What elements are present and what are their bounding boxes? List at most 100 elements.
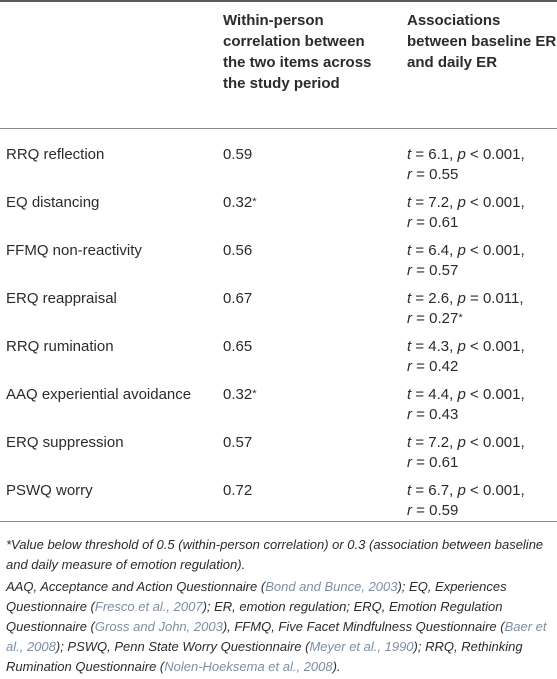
citation-link[interactable]: Fresco et al., 2007 [94,599,203,614]
citation-link[interactable]: Gross and John, 2003 [94,619,223,634]
r-value: 0.61 [429,454,459,471]
test-statistic-line: t = 4.4, p < 0.001, [407,386,525,403]
effect-size-line: r = 0.61 [407,214,459,231]
r-value: 0.59 [429,502,459,519]
correlation-value: 0.65 [223,338,253,355]
effect-size-line: r = 0.55 [407,166,459,183]
p-value: 0.001 [482,194,521,211]
header-within-person-correlation: Within-person correlation between the tw… [223,12,372,92]
p-value: 0.001 [482,146,521,163]
citation-link[interactable]: Bond and Bunce, 2003 [265,579,398,594]
below-threshold-marker: * [252,388,257,400]
within-person-correlation: 0.56 [223,241,252,261]
abbreviations-footnote: AAQ, Acceptance and Action Questionnaire… [6,577,554,677]
test-statistic-line: t = 6.7, p < 0.001, [407,482,525,499]
measure-name: EQ distancing [6,194,100,211]
p-value: 0.001 [482,434,521,451]
measure-name: RRQ reflection [6,146,105,163]
citation-link[interactable]: Baer et al., 2008 [6,619,547,654]
t-value: 2.6 [428,290,450,307]
correlation-value: 0.56 [223,242,253,259]
p-value: 0.001 [482,482,521,499]
effect-size-line: r = 0.42 [407,358,459,375]
p-operator: < [470,338,479,355]
table-row: ERQ reappraisal 0.67 t = 2.6, p = 0.011, r … [0,289,557,337]
below-threshold-marker: * [458,312,463,324]
correlation-value: 0.32 [223,194,253,211]
p-value: 0.011 [482,290,520,307]
r-value: 0.43 [429,406,459,423]
p-operator: = [470,290,479,307]
correlation-value: 0.32 [223,386,253,403]
p-operator: < [470,146,479,163]
p-operator: < [470,482,479,499]
table-row: EQ distancing 0.32* t = 7.2, p < 0.001, r =… [0,193,557,241]
t-value: 6.4 [428,242,450,259]
p-value: 0.001 [482,242,521,259]
correlation-value: 0.59 [223,146,253,163]
header-rule [0,128,557,129]
p-operator: < [470,434,479,451]
table-row: PSWQ worry 0.72 t = 6.7, p < 0.001, r = 0.5… [0,481,557,529]
p-operator: < [470,242,479,259]
p-operator: < [470,194,479,211]
correlation-value: 0.67 [223,290,253,307]
measure-name: ERQ suppression [6,434,124,451]
association-statistics: t = 7.2, p < 0.001, r = 0.61 [407,193,557,233]
r-value: 0.57 [429,262,459,279]
measure-name: FFMQ non-reactivity [6,242,142,259]
within-person-correlation: 0.72 [223,481,252,501]
header-associations: Associations between baseline ER and dai… [407,12,557,71]
citation-link[interactable]: Meyer et al., 1990 [309,639,414,654]
r-value: 0.61 [429,214,459,231]
footnote-text: AAQ, Acceptance and Action Questionnaire… [6,579,266,594]
effect-size-line: r = 0.27* [407,310,463,327]
table-row: ERQ suppression 0.57 t = 7.2, p < 0.001, r … [0,433,557,481]
correlation-value: 0.72 [223,482,253,499]
measure-name: ERQ reappraisal [6,290,117,307]
bottom-rule [0,521,557,522]
footnote-text: ); PSWQ, Penn State Worry Questionnaire … [55,639,310,654]
effect-size-line: r = 0.57 [407,262,459,279]
t-value: 7.2 [428,434,450,451]
r-value: 0.42 [429,358,459,375]
within-person-correlation: 0.67 [223,289,252,309]
test-statistic-line: t = 6.1, p < 0.001, [407,146,525,163]
threshold-footnote: *Value below threshold of 0.5 (within-pe… [6,537,544,572]
association-statistics: t = 6.7, p < 0.001, r = 0.59 [407,481,557,521]
p-value: 0.001 [482,386,521,403]
test-statistic-line: t = 4.3, p < 0.001, [407,338,525,355]
association-statistics: t = 4.4, p < 0.001, r = 0.43 [407,385,557,425]
table-row: AAQ experiential avoidance 0.32* t = 4.4, … [0,385,557,433]
footnote-text: ); ER, emotion regulation; ERQ, Emotion … [6,599,503,634]
association-statistics: t = 7.2, p < 0.001, r = 0.61 [407,433,557,473]
p-value: 0.001 [482,338,521,355]
measure-name: AAQ experiential avoidance [6,386,192,403]
test-statistic-line: t = 6.4, p < 0.001, [407,242,525,259]
effect-size-line: r = 0.43 [407,406,459,423]
footnotes: *Value below threshold of 0.5 (within-pe… [6,535,554,679]
test-statistic-line: t = 7.2, p < 0.001, [407,194,525,211]
r-value: 0.27 [429,310,459,327]
within-person-correlation: 0.59 [223,145,252,165]
effect-size-line: r = 0.59 [407,502,459,519]
association-statistics: t = 2.6, p = 0.011, r = 0.27* [407,289,557,329]
within-person-correlation: 0.32* [223,385,256,405]
footnote-text: ). [332,659,341,674]
within-person-correlation: 0.65 [223,337,252,357]
t-value: 7.2 [428,194,450,211]
table-row: RRQ rumination 0.65 t = 4.3, p < 0.001, r =… [0,337,557,385]
t-value: 6.7 [428,482,450,499]
r-value: 0.55 [429,166,459,183]
citation-link[interactable]: Nolen-Hoeksema et al., 2008 [164,659,333,674]
effect-size-line: r = 0.61 [407,454,459,471]
t-value: 4.3 [428,338,450,355]
association-statistics: t = 4.3, p < 0.001, r = 0.42 [407,337,557,377]
below-threshold-marker: * [252,196,257,208]
p-operator: < [470,386,479,403]
t-value: 6.1 [428,146,450,163]
measure-name: RRQ rumination [6,338,114,355]
top-rule [0,0,557,2]
correlation-value: 0.57 [223,434,253,451]
